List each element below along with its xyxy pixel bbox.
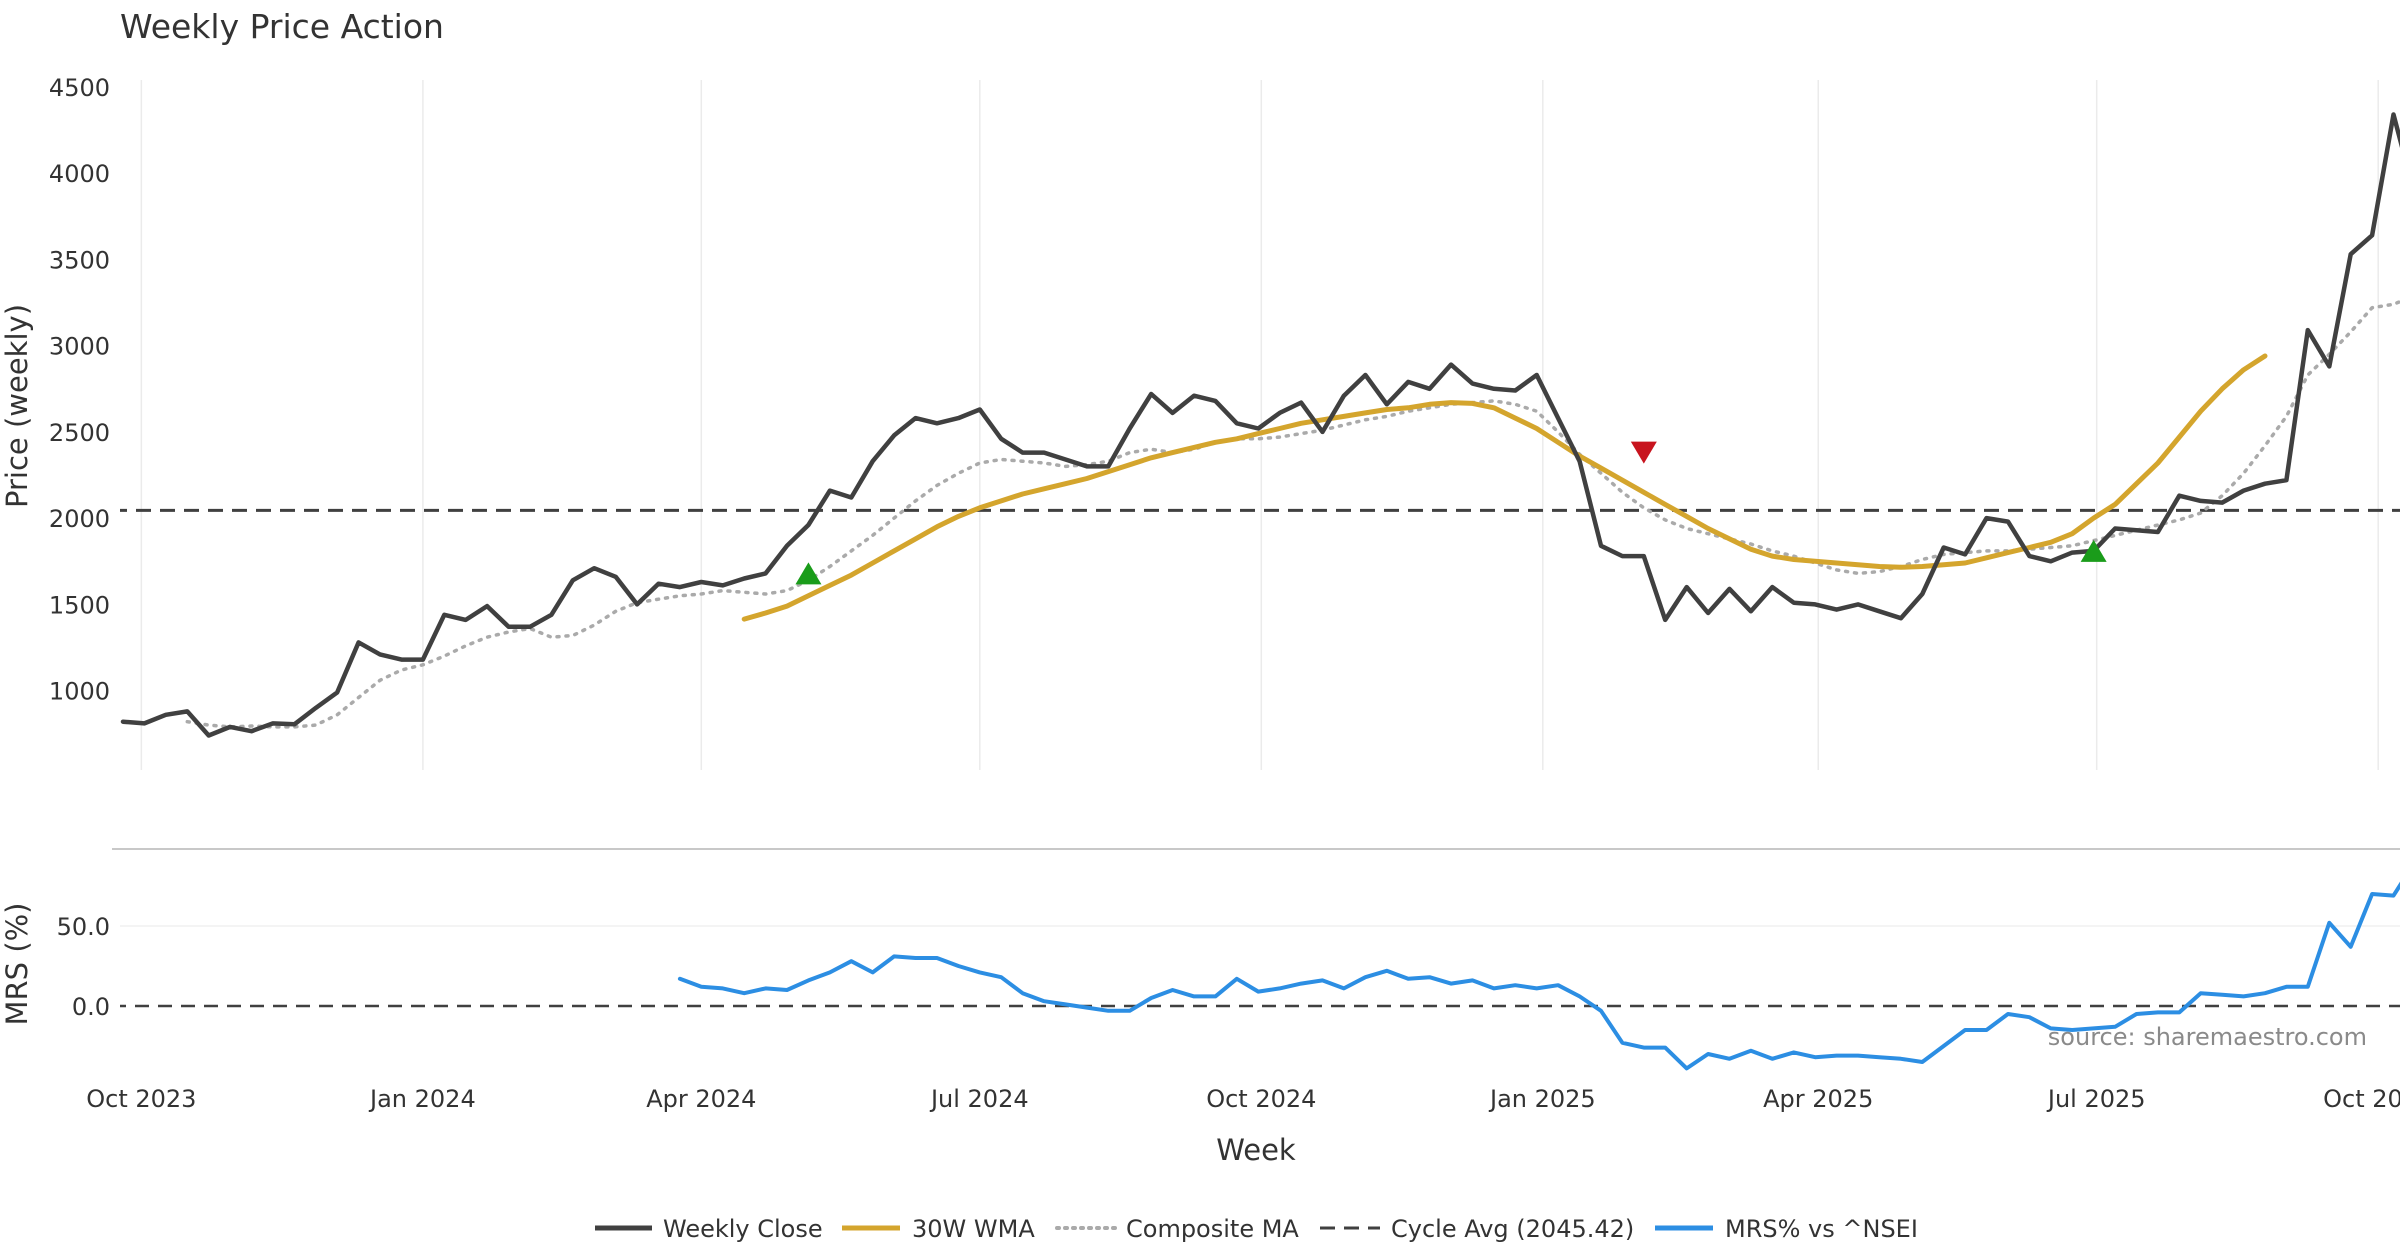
axes: Oct 2023 Jan 2024 Apr 2024 Jul 2024 Oct 2024… [49,74,2400,1113]
mrs-y-tick-label: 50.0 [57,913,110,941]
legend-label-composite-ma: Composite MA [1126,1215,1299,1243]
price-y-tick-label: 3000 [49,333,110,361]
sell-signal-marker [1630,441,1657,464]
series-weekly-close [120,112,2400,738]
x-tick-label: Oct 2023 [86,1085,196,1113]
x-tick-label: Apr 2024 [646,1085,756,1113]
price-y-tick-label: 4500 [49,74,110,102]
x-tick-label: Apr 2025 [1763,1085,1873,1113]
source-annotation: source: sharemaestro.com [2048,1023,2367,1051]
legend-label-30w-wma: 30W WMA [912,1215,1035,1243]
chart-title: Weekly Price Action [120,7,444,46]
x-tick-label: Jan 2024 [368,1085,476,1113]
price-y-tick-label: 2500 [49,419,110,447]
price-y-tick-label: 2000 [49,505,110,533]
price-axis-label: Price (weekly) [0,304,34,508]
legend-label-weekly-close: Weekly Close [663,1215,823,1243]
buy-signal-marker [2080,539,2107,562]
legend-item-weekly-close: Weekly Close [595,1215,823,1243]
series-30w-wma [741,353,2268,622]
buy-signal-marker [795,562,822,585]
legend-item-cycle-avg: Cycle Avg (2045.42) [1320,1215,1634,1243]
x-axis-label: Week [1216,1133,1296,1167]
price-y-tick-label: 4000 [49,160,110,188]
price-y-tick-label: 1000 [49,678,110,706]
legend-item-composite-ma: Composite MA [1055,1215,1299,1243]
x-tick-label: Jan 2025 [1488,1085,1596,1113]
price-panel [120,112,2400,738]
mrs-axis-label: MRS (%) [0,903,34,1026]
x-tick-label: Oct 2025 [2323,1085,2400,1113]
x-tick-label: Jul 2025 [2046,1085,2146,1113]
price-y-tick-label: 1500 [49,591,110,619]
series-mrs [677,881,2400,1071]
legend-item-30w-wma: 30W WMA [842,1215,1035,1243]
x-tick-label: Jul 2024 [929,1085,1029,1113]
series-composite-ma [185,299,2400,729]
mrs-y-tick-label: 0.0 [72,993,110,1021]
price-y-tick-label: 3500 [49,246,110,274]
legend-label-cycle-avg: Cycle Avg (2045.42) [1391,1215,1634,1243]
legend-label-mrs: MRS% vs ^NSEI [1725,1215,1918,1243]
mrs-panel [120,881,2400,1071]
x-tick-label: Oct 2024 [1206,1085,1316,1113]
legend-item-mrs: MRS% vs ^NSEI [1655,1215,1918,1243]
legend: Weekly Close 30W WMA Composite MA Cycle … [595,1215,1918,1243]
